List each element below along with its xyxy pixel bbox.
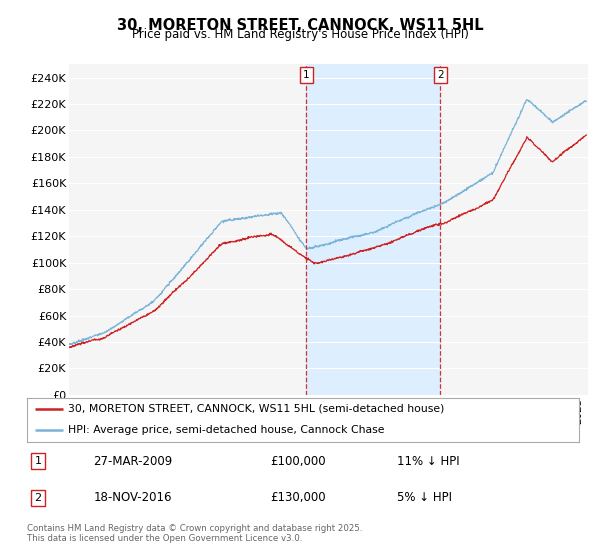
Text: 27-MAR-2009: 27-MAR-2009 bbox=[93, 455, 172, 468]
Text: Contains HM Land Registry data © Crown copyright and database right 2025.
This d: Contains HM Land Registry data © Crown c… bbox=[27, 524, 362, 543]
Text: 5% ↓ HPI: 5% ↓ HPI bbox=[397, 491, 452, 504]
Text: 18-NOV-2016: 18-NOV-2016 bbox=[93, 491, 172, 504]
Text: 11% ↓ HPI: 11% ↓ HPI bbox=[397, 455, 460, 468]
Text: £130,000: £130,000 bbox=[270, 491, 326, 504]
Bar bbox=[307, 64, 440, 395]
Text: 30, MORETON STREET, CANNOCK, WS11 5HL: 30, MORETON STREET, CANNOCK, WS11 5HL bbox=[116, 18, 484, 33]
Text: 2: 2 bbox=[34, 493, 41, 503]
Text: 2: 2 bbox=[437, 69, 444, 80]
Text: HPI: Average price, semi-detached house, Cannock Chase: HPI: Average price, semi-detached house,… bbox=[68, 425, 385, 435]
Text: 1: 1 bbox=[303, 69, 310, 80]
Text: 1: 1 bbox=[35, 456, 41, 466]
Text: £100,000: £100,000 bbox=[270, 455, 326, 468]
Text: 30, MORETON STREET, CANNOCK, WS11 5HL (semi-detached house): 30, MORETON STREET, CANNOCK, WS11 5HL (s… bbox=[68, 404, 445, 414]
Text: Price paid vs. HM Land Registry's House Price Index (HPI): Price paid vs. HM Land Registry's House … bbox=[131, 28, 469, 41]
